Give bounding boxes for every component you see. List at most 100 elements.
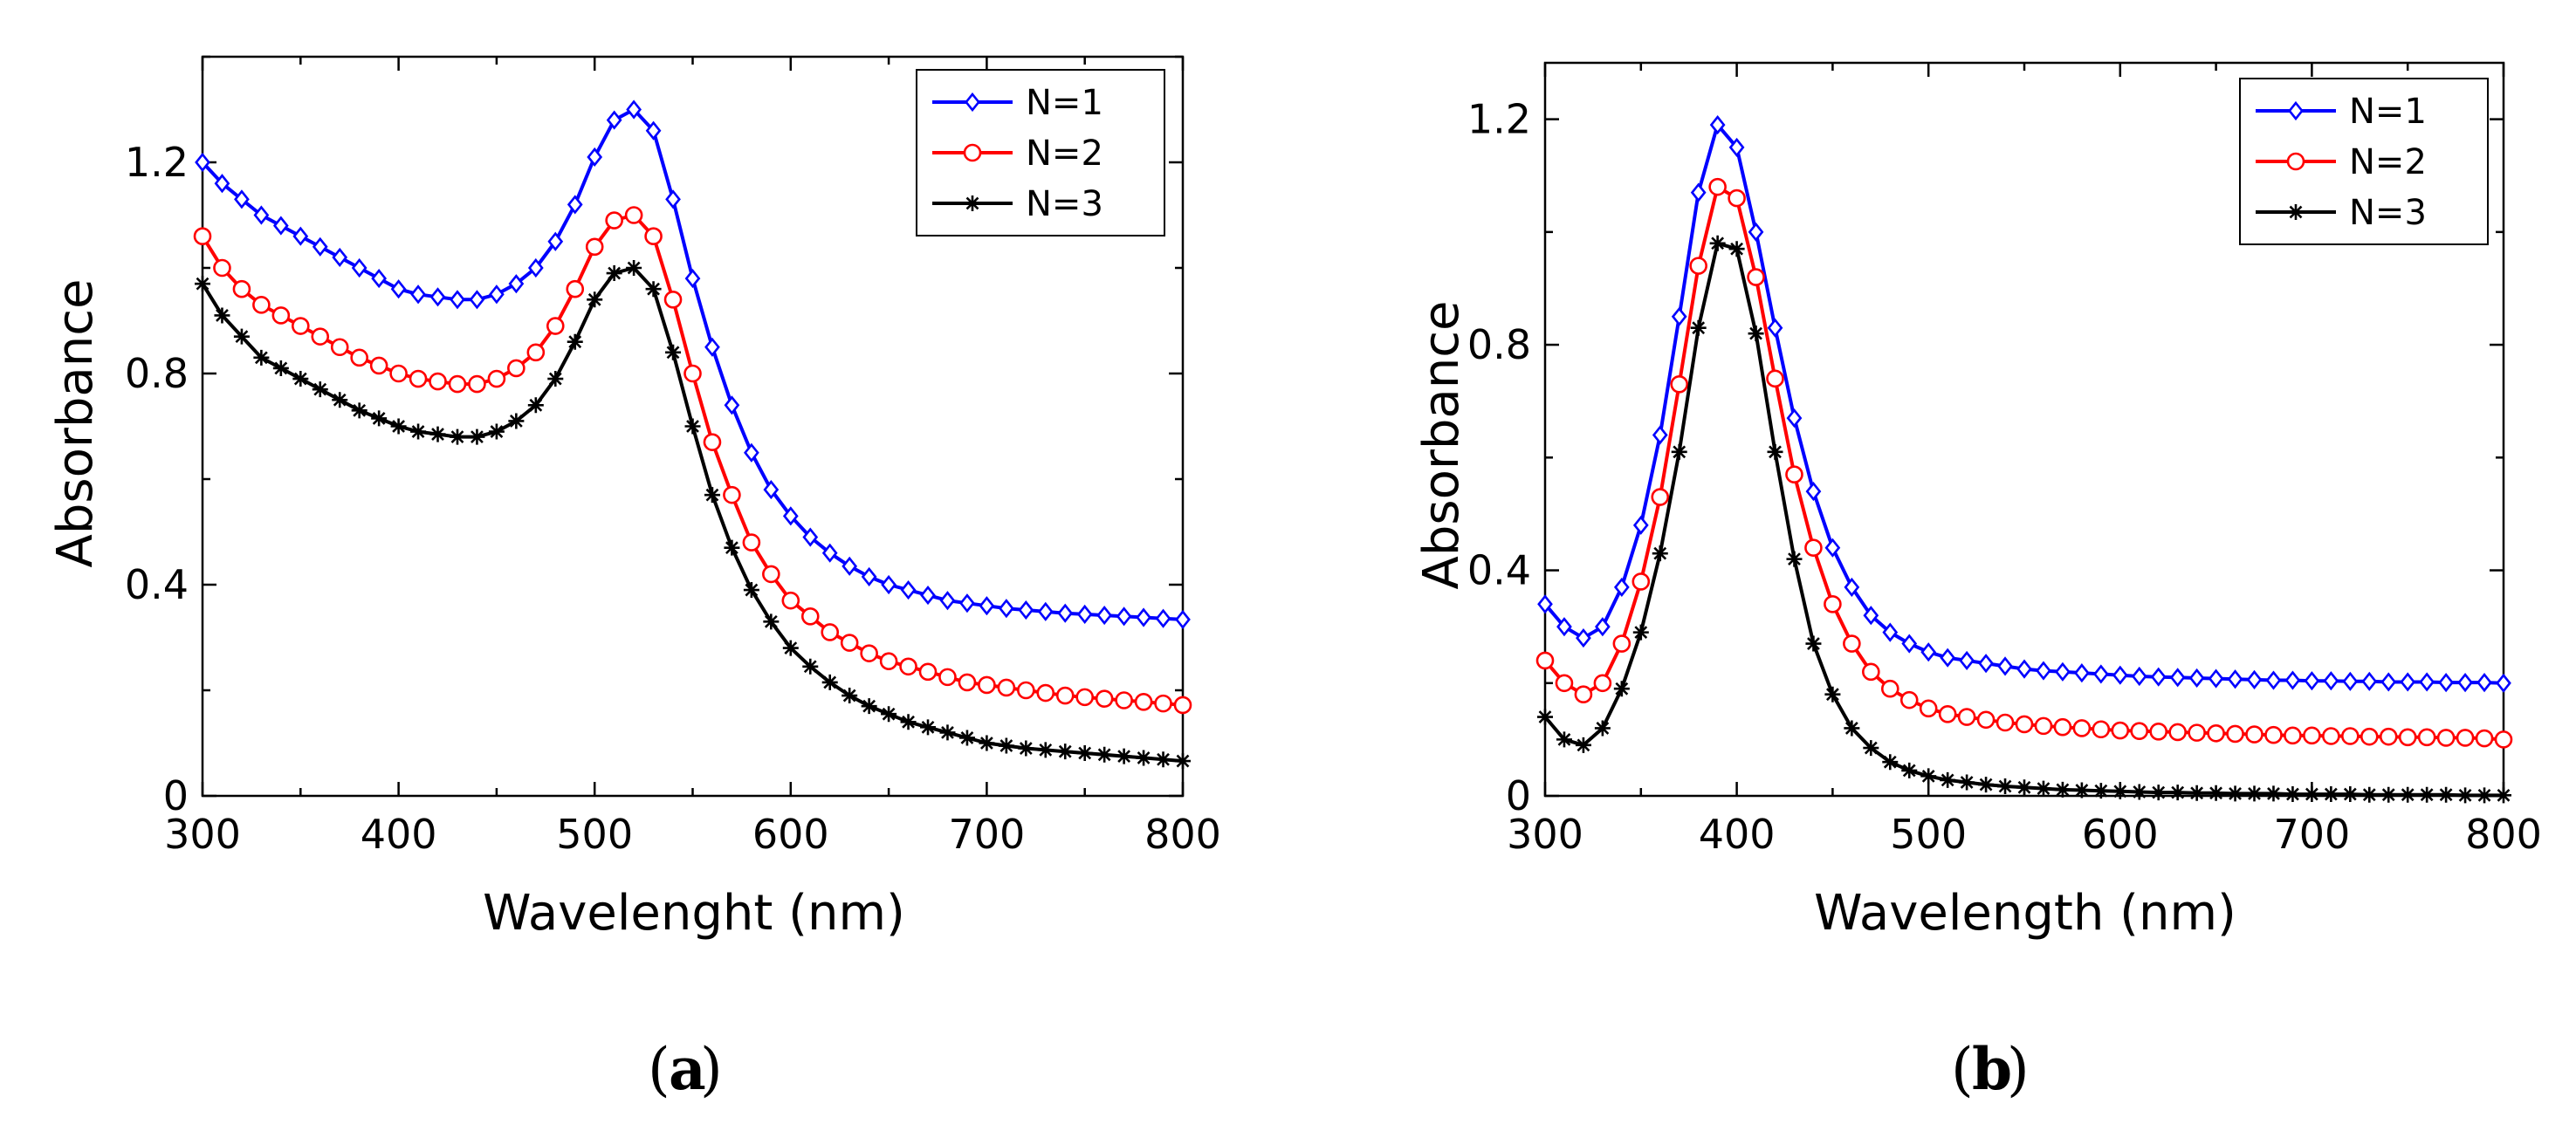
panel-a-series-1-point <box>1096 606 1113 626</box>
panel-b-x-tick-label: 400 <box>1699 811 1776 858</box>
panel-b-series-3-point <box>1671 443 1687 460</box>
panel-b-x-tick-label: 500 <box>1890 811 1967 858</box>
panel-b-series-3-point <box>1632 624 1649 641</box>
panel-b-label-letter: b <box>1972 1035 2012 1103</box>
panel-a-series-2-point <box>683 364 702 383</box>
panel-a-series-1-point <box>312 236 328 257</box>
panel-b-series-2-point <box>2092 720 2111 739</box>
panel-a-series-1-point <box>802 527 819 547</box>
panel-b-series-2-point <box>2034 716 2053 736</box>
panel-b-series-2-point <box>2072 719 2092 737</box>
panel-b-x-tick-label: 600 <box>2082 811 2159 858</box>
panel-a-series-2-point <box>252 296 271 314</box>
panel-b-series-3-point <box>2073 782 2090 798</box>
panel-b-series-2-point <box>2436 729 2456 747</box>
panel-a-series-2-point <box>1055 686 1075 705</box>
panel-a-series-3-point <box>782 640 799 656</box>
panel-b-series-3-point <box>2246 785 2263 802</box>
panel-a-series-3-point <box>527 397 544 414</box>
panel-b-series-1-point <box>2400 672 2416 692</box>
panel-a-x-axis-title: Wavelenght (nm) <box>483 885 905 942</box>
panel-a-marks: 300 400 500 600 700 800 0 0.4 0.8 1.2 N=1 N=2 N=3 <box>125 55 1221 858</box>
panel-b-series-2-point <box>2322 727 2340 745</box>
panel-a-legend-label-1: N=1 <box>1026 83 1103 123</box>
panel-b-series-1-point <box>1901 634 1918 654</box>
panel-a-series-2-point <box>487 369 506 388</box>
panel-a-legend-marker-3 <box>965 195 980 211</box>
panel-b-series-3-point <box>2476 787 2493 804</box>
panel-b-label-close-paren: ) <box>2007 1036 2030 1103</box>
panel-a-series-line-3 <box>201 266 1184 764</box>
panel-a-series-1-point <box>1175 609 1191 630</box>
panel-a-x-tick-label: 800 <box>1144 811 1221 858</box>
panel-a-series-3-point <box>998 737 1014 754</box>
panel-b-x-tick-label: 800 <box>2465 811 2542 858</box>
panel-b-series-3-point <box>2438 786 2455 803</box>
panel-a-series-1-point <box>782 506 799 526</box>
panel-a-series-2-point <box>958 673 977 692</box>
panel-b-series-1-point <box>2380 672 2397 692</box>
panel-a-x-tick-label: 300 <box>164 811 241 858</box>
panel-b-series-2-point <box>1651 488 1670 506</box>
panel-a-series-1-point <box>1155 608 1171 628</box>
panel-b-series-3-point <box>1709 235 1726 251</box>
panel-a-series-2-point <box>213 258 231 278</box>
panel-a-series-2-point <box>821 623 840 641</box>
panel-b-series-1-point <box>2342 671 2359 691</box>
panel-a-label-open-paren: ( <box>648 1036 670 1103</box>
panel-b-series-1-point <box>1940 648 1956 668</box>
panel-b-series-3-point <box>2304 786 2320 803</box>
panel-a-series-3-point <box>214 307 230 324</box>
panel-b-series-3-point <box>1575 737 1591 753</box>
panel-a-series-2-point <box>232 279 251 298</box>
panel-a-series-1-point <box>234 189 250 209</box>
panel-a-y-axis-title: Absorbance <box>47 279 104 568</box>
panel-b-series-3-point <box>1920 768 1937 785</box>
panel-b-series-1-point <box>1709 114 1726 135</box>
panel-b-series-2-point <box>2149 723 2168 741</box>
panel-a-series-2-point <box>448 374 467 394</box>
panel-b-series-1-point <box>2457 673 2473 693</box>
panel-a-series-2-point <box>350 348 368 367</box>
panel-a-series-2-point <box>723 485 741 504</box>
panel-b-series-1-point <box>1671 306 1687 326</box>
panel-b-series-1-point <box>1728 137 1745 158</box>
panel-b-series-3-point <box>2112 783 2128 799</box>
panel-a-series-3-point <box>253 349 270 366</box>
panel-b-series-3-point <box>1728 241 1745 257</box>
panel-a-series-1-point <box>567 195 583 215</box>
panel-b-series-2-point <box>2360 727 2379 746</box>
panel-b-series-1-point <box>2304 671 2320 691</box>
panel-a-series-2-point <box>605 211 623 230</box>
panel-b-series-1-point <box>2476 673 2492 693</box>
panel-b-series-3-point <box>1882 754 1899 771</box>
panel-b-series-1-point <box>1632 515 1649 535</box>
panel-a-series-2-point <box>330 338 349 357</box>
panel-a-series-2-point <box>1036 683 1055 702</box>
panel-b-series-2-point <box>2494 730 2513 749</box>
panel-a-series-2-point <box>978 675 996 695</box>
panel-a-series-3-point <box>292 371 309 387</box>
panel-a-series-2-point <box>781 591 800 610</box>
panel-a-series-3-point <box>488 423 505 440</box>
panel-b-series-2-point <box>1631 572 1651 591</box>
panel-b-series-1-point <box>1767 318 1783 338</box>
panel-a-series-1-point <box>724 395 740 415</box>
panel-b-series-3-point <box>1940 771 1956 788</box>
panel-b-series-2-point <box>2379 727 2398 746</box>
panel-a-series-2-point <box>663 290 683 309</box>
panel-b-series-2-point <box>2284 726 2302 745</box>
panel-a-series-2-point <box>879 652 898 671</box>
panel-a-series-2-point <box>585 237 604 257</box>
panel-b-series-1-point <box>2227 669 2243 689</box>
panel-b-series-3-point <box>2227 785 2243 802</box>
panel-a-series-3-point <box>410 423 427 440</box>
panel-a-label-close-paren: ) <box>700 1036 723 1103</box>
panel-b-legend-marker-3 <box>2288 204 2304 220</box>
panel-a-series-1-point <box>979 596 995 616</box>
panel-b-series-3-point <box>2419 786 2435 803</box>
panel-a-legend-marker-2 <box>963 143 982 162</box>
panel-b-series-2-point <box>1843 634 1861 653</box>
panel-a-series-2-point <box>468 374 486 394</box>
panel-b-series-3-point <box>1959 774 1975 791</box>
